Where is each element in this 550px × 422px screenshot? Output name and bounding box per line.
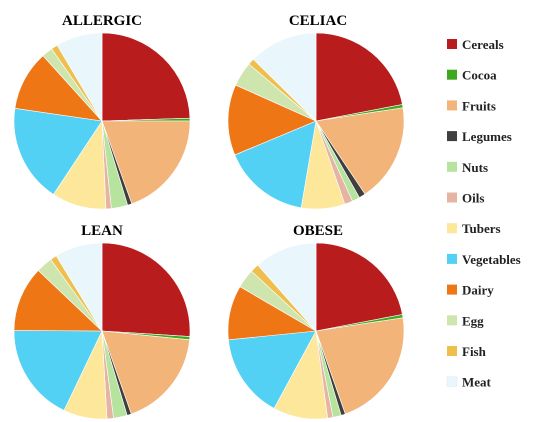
- slice-celiac-dairy: [227, 84, 317, 156]
- pie-chart-obese: [227, 242, 405, 420]
- legend-label-egg: Egg: [462, 313, 484, 328]
- slice-allergic-cereals: [101, 32, 191, 122]
- slice-allergic-fruits: [101, 120, 191, 205]
- legend-swatch-dairy: [447, 284, 457, 295]
- slice-obese-meat: [257, 242, 317, 332]
- pie-chart-celiac: [227, 32, 405, 210]
- legend-label-fruits: Fruits: [462, 98, 496, 113]
- slice-obese-fruits: [315, 317, 405, 415]
- legend-label-cocoa: Cocoa: [462, 68, 497, 83]
- legend-label-dairy: Dairy: [462, 283, 494, 298]
- slice-allergic-vegetables: [13, 107, 103, 195]
- pie-title-allergic: ALLERGIC: [62, 13, 142, 29]
- legend-swatch-tubers: [447, 223, 457, 234]
- legend-label-tubers: Tubers: [462, 221, 501, 236]
- slice-celiac-cereals: [315, 32, 403, 122]
- slice-lean-dairy: [13, 269, 103, 332]
- slice-lean-vegetables: [13, 330, 103, 411]
- legend-swatch-fish: [447, 346, 457, 356]
- pie-title-celiac: CELIAC: [289, 13, 347, 29]
- legend-swatch-legumes: [447, 131, 457, 142]
- slice-allergic-meat: [56, 32, 103, 123]
- legend-label-fish: Fish: [462, 344, 487, 359]
- legend-swatch-cocoa: [447, 69, 457, 80]
- legend-swatch-meat: [446, 376, 458, 387]
- legend-swatch-egg: [447, 315, 457, 326]
- pie-title-lean: LEAN: [81, 223, 123, 239]
- legend-label-meat: Meat: [462, 375, 492, 390]
- legend-label-oils: Oils: [462, 191, 484, 206]
- legend: Cereals Cocoa Fruits Legumes Nuts Oils Tubers V…: [446, 37, 521, 390]
- legend-label-nuts: Nuts: [462, 160, 488, 175]
- slice-lean-meat: [55, 242, 103, 333]
- pie-title-obese: OBESE: [293, 223, 343, 239]
- legend-swatch-cereals: [447, 39, 457, 49]
- pie-chart-lean: [13, 242, 191, 420]
- slice-lean-fruits: [101, 330, 190, 415]
- slice-celiac-vegetables: [234, 120, 317, 209]
- slice-obese-cereals: [315, 242, 403, 332]
- legend-swatch-fruits: [447, 100, 457, 111]
- legend-swatch-nuts: [447, 161, 457, 172]
- legend-label-legumes: Legumes: [462, 129, 512, 144]
- legend-label-cereals: Cereals: [462, 37, 504, 52]
- slice-lean-cereals: [101, 242, 191, 337]
- legend-label-vegetables: Vegetables: [462, 252, 521, 267]
- pie-chart-allergic: [13, 32, 191, 210]
- slice-obese-vegetables: [228, 330, 317, 409]
- legend-swatch-vegetables: [447, 253, 457, 264]
- slice-celiac-fruits: [315, 107, 405, 195]
- legend-swatch-oils: [447, 192, 457, 203]
- slice-celiac-meat: [252, 32, 317, 122]
